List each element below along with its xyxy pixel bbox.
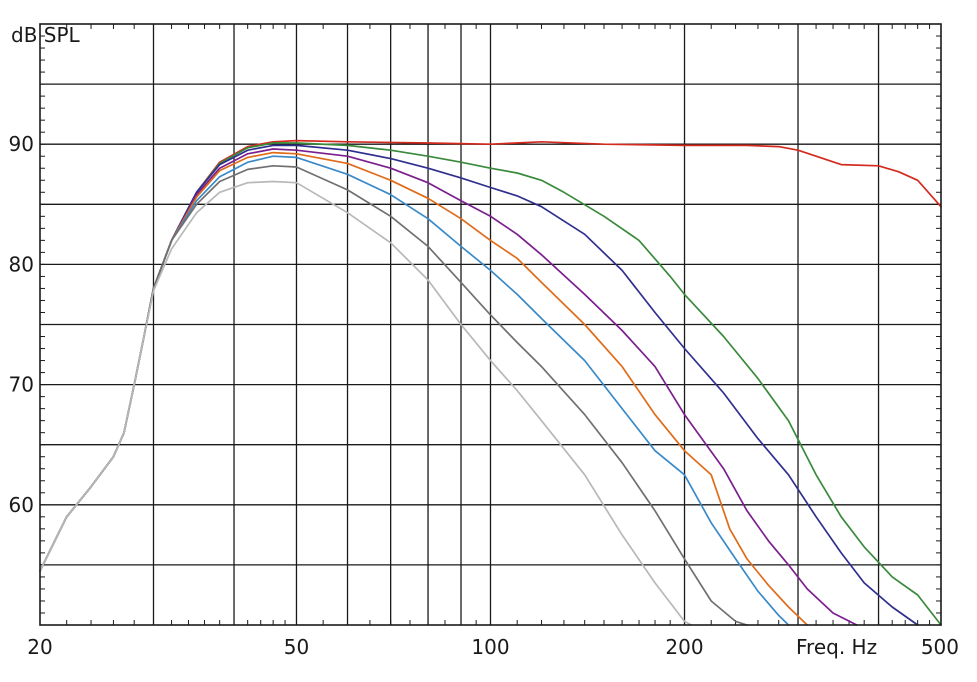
y-tick-label: 70	[9, 373, 34, 397]
series-line-8	[39, 180, 693, 626]
y-axis-title: dB SPL	[11, 23, 81, 47]
plot-border	[39, 23, 942, 626]
axis-labels: dB SPL Freq. Hz 60 70 80 90 20 50 100 200 500	[9, 23, 959, 659]
y-tick-label: 90	[9, 132, 34, 156]
x-tick-label: 500	[921, 635, 959, 659]
x-tick-label: 50	[284, 635, 309, 659]
y-tick-label: 80	[9, 252, 34, 276]
x-tick-label: 20	[27, 635, 52, 659]
plot-frame	[39, 23, 942, 626]
x-tick-label: 200	[665, 635, 703, 659]
x-axis-title: Freq. Hz	[796, 635, 877, 659]
y-tick-label: 60	[9, 493, 34, 517]
grid	[40, 23, 941, 626]
series-lines	[39, 139, 942, 626]
x-tick-label: 100	[471, 635, 509, 659]
